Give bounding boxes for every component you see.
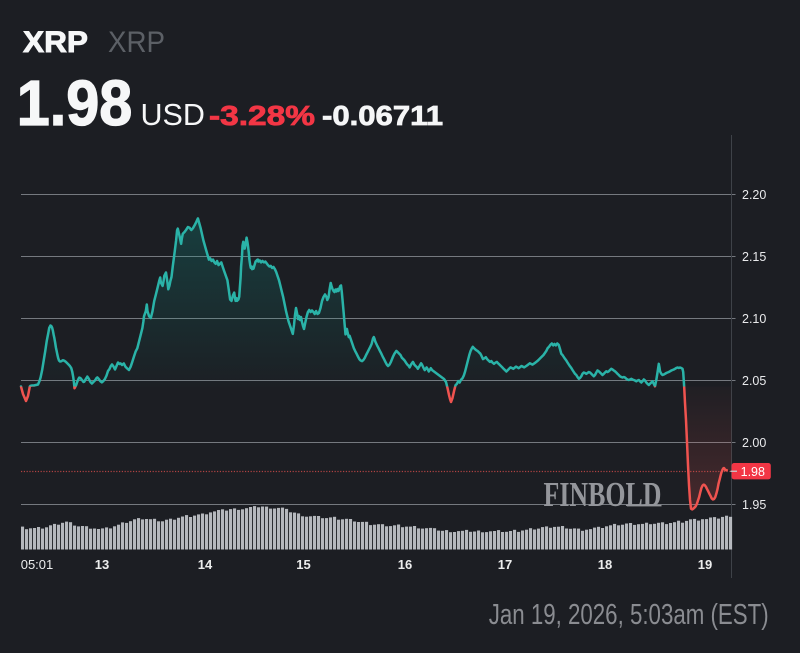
svg-text:14: 14	[198, 557, 213, 572]
svg-text:-0.06711: -0.06711	[322, 100, 443, 131]
svg-text:2.10: 2.10	[742, 312, 766, 326]
svg-text:16: 16	[398, 557, 412, 572]
svg-text:2.05: 2.05	[742, 374, 766, 388]
svg-text:05:01: 05:01	[21, 557, 54, 572]
svg-text:USD: USD	[141, 98, 205, 132]
svg-text:17: 17	[498, 557, 512, 572]
svg-text:2.00: 2.00	[742, 436, 766, 450]
svg-text:2.15: 2.15	[742, 250, 766, 264]
svg-text:XRP: XRP	[23, 26, 88, 59]
svg-text:19: 19	[698, 557, 712, 572]
svg-text:1.98: 1.98	[741, 465, 765, 479]
svg-text:18: 18	[598, 557, 612, 572]
svg-text:XRP: XRP	[108, 26, 165, 59]
svg-text:Jan 19, 2026, 5:03am (EST): Jan 19, 2026, 5:03am (EST)	[489, 599, 769, 631]
svg-text:2.20: 2.20	[742, 188, 766, 202]
svg-text:-3.28%: -3.28%	[209, 100, 315, 131]
svg-text:1.95: 1.95	[742, 498, 766, 512]
svg-text:FINBOLD: FINBOLD	[544, 475, 662, 514]
svg-text:13: 13	[95, 557, 109, 572]
svg-text:1.98: 1.98	[17, 67, 133, 139]
svg-text:15: 15	[296, 557, 310, 572]
